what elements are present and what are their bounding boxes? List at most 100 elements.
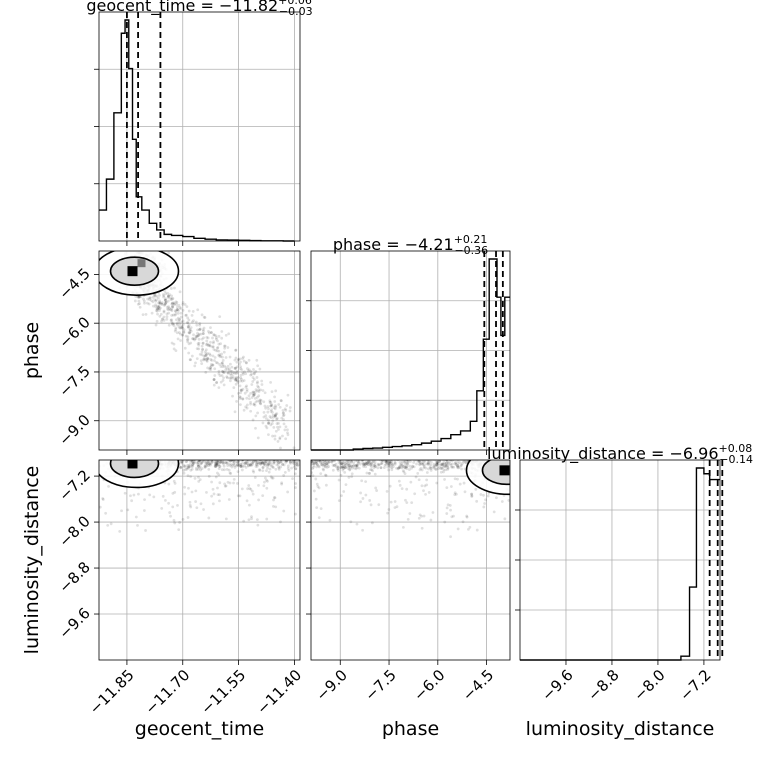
scatter-phase_vs_geocent_time-point [271, 411, 274, 414]
scatter-phase_vs_geocent_time-point [181, 323, 185, 326]
scatter-phase_vs_geocent_time-point [138, 305, 142, 309]
scatter-luminosity_distance_vs_geocent_time-point [219, 460, 223, 464]
scatter-phase_vs_geocent_time-point [224, 356, 228, 359]
scatter-luminosity_distance_vs_geocent_time-point [190, 467, 194, 471]
scatter-phase_vs_geocent_time-point [200, 362, 204, 365]
scatter-phase_vs_geocent_time-point [277, 428, 280, 431]
scatter-luminosity_distance_vs_geocent_time-point [274, 467, 278, 471]
scatter-luminosity_distance_vs_geocent_time-point [167, 482, 171, 486]
scatter-phase_vs_geocent_time-point [238, 362, 241, 366]
scatter-luminosity_distance_vs_phase-point [386, 462, 389, 466]
scatter-phase_vs_geocent_time-point [139, 295, 143, 299]
scatter-luminosity_distance_vs_phase-point [365, 462, 369, 466]
scatter-phase_vs_geocent_time-point [155, 294, 159, 298]
scatter-luminosity_distance_vs_geocent_time-point [184, 457, 187, 460]
scatter-luminosity_distance_vs_geocent_time-point [179, 465, 183, 469]
scatter-phase_vs_geocent_time-point [227, 369, 231, 373]
scatter-luminosity_distance_vs_phase-point [434, 463, 438, 467]
scatter-luminosity_distance_vs_geocent_time-point [214, 465, 217, 469]
scatter-luminosity_distance_vs_geocent_time-point [255, 461, 259, 464]
scatter-luminosity_distance_vs_phase-point [387, 468, 390, 472]
scatter-luminosity_distance_vs_phase-point [321, 454, 324, 457]
scatter-phase_vs_geocent_time-point [245, 389, 249, 393]
scatter-luminosity_distance_vs_geocent_time-point [161, 456, 164, 459]
scatter-luminosity_distance_vs_phase-point [431, 511, 435, 514]
scatter-phase_vs_geocent_time-point [218, 374, 222, 378]
scatter-phase_vs_geocent_time-point [182, 330, 186, 334]
scatter-luminosity_distance_vs_phase-point [314, 462, 318, 465]
scatter-luminosity_distance_vs_phase-point [368, 461, 372, 465]
scatter-phase_vs_geocent_time-point [212, 383, 216, 387]
scatter-luminosity_distance_vs_phase-point [323, 463, 326, 467]
scatter-luminosity_distance_vs_geocent_time-point [248, 487, 252, 490]
scatter-luminosity_distance_vs_geocent_time-point [261, 461, 265, 465]
scatter-phase_vs_geocent_time-point [279, 446, 282, 450]
scatter-luminosity_distance_vs_geocent_time-point [240, 460, 244, 462]
scatter-luminosity_distance_vs_phase-point [406, 462, 410, 466]
scatter-luminosity_distance_vs_phase-point [324, 474, 328, 477]
scatter-phase_vs_geocent_time-point [164, 297, 168, 301]
scatter-luminosity_distance_vs_phase-point [385, 460, 388, 462]
scatter-phase_vs_geocent_time-point [148, 298, 151, 301]
scatter-luminosity_distance_vs_phase-point [441, 454, 444, 457]
scatter-phase_vs_geocent_time-point [215, 349, 219, 353]
scatter-luminosity_distance_vs_phase-point [402, 470, 406, 474]
scatter-phase_vs_geocent_time-point [272, 406, 276, 410]
scatter-luminosity_distance_vs_geocent_time-point [286, 464, 290, 468]
scatter-luminosity_distance_vs_geocent_time-point [223, 457, 226, 460]
scatter-luminosity_distance_vs_phase-point [339, 462, 342, 466]
scatter-luminosity_distance_vs_geocent_time-point [289, 461, 292, 465]
scatter-luminosity_distance_vs_phase-point [420, 526, 424, 530]
scatter-phase_vs_geocent_time-point [260, 379, 264, 383]
scatter-luminosity_distance_vs_geocent_time-point [208, 462, 212, 466]
scatter-luminosity_distance_vs_geocent_time-point [213, 456, 216, 459]
scatter-luminosity_distance_vs_phase-point [317, 486, 321, 490]
scatter-luminosity_distance_vs_phase-point [393, 462, 397, 466]
scatter-phase_vs_geocent_time-point [226, 367, 230, 371]
scatter-phase_vs_geocent_time-point [246, 367, 249, 370]
scatter-luminosity_distance_vs_phase-point [373, 456, 376, 459]
scatter-luminosity_distance_vs_geocent_time-point [254, 460, 258, 463]
scatter-luminosity_distance_vs_phase-point [312, 460, 316, 464]
scatter-phase_vs_geocent_time-point [237, 358, 241, 361]
scatter-luminosity_distance_vs_phase-point [419, 467, 423, 470]
scatter-luminosity_distance_vs_phase-point [393, 506, 397, 510]
scatter-luminosity_distance_vs_phase-point [346, 464, 350, 467]
scatter-luminosity_distance_vs_phase-point [454, 460, 457, 464]
scatter-phase_vs_geocent_time-point [164, 299, 168, 302]
scatter-luminosity_distance_vs_phase-point [338, 460, 341, 462]
scatter-phase_vs_geocent_time-point [188, 330, 192, 334]
scatter-luminosity_distance_vs_geocent_time-point [236, 461, 240, 465]
scatter-luminosity_distance_vs_phase-point [459, 457, 462, 460]
scatter-phase_vs_geocent_time-point [200, 313, 204, 317]
scatter-luminosity_distance_vs_phase-point [409, 460, 412, 463]
scatter-luminosity_distance_vs_geocent_time-point [101, 497, 105, 500]
scatter-luminosity_distance_vs_geocent_time-point [265, 462, 269, 465]
scatter-luminosity_distance_vs_phase-point [311, 462, 315, 465]
scatter-luminosity_distance_vs_phase-point [427, 491, 431, 494]
scatter-luminosity_distance_vs_phase-point [377, 503, 381, 507]
scatter-phase_vs_geocent_time-point [240, 368, 244, 372]
scatter-luminosity_distance_vs_geocent_time-point [196, 464, 200, 468]
scatter-phase_vs_geocent_time-point [176, 337, 180, 341]
scatter-luminosity_distance_vs_phase-point [371, 460, 375, 464]
scatter-luminosity_distance_vs_geocent_time-point [243, 461, 247, 465]
scatter-luminosity_distance_vs_geocent_time-point [252, 460, 255, 464]
scatter-phase_vs_geocent_time-point [146, 297, 150, 301]
scatter-phase_vs_geocent_time-point [228, 367, 231, 371]
scatter-phase_vs_geocent_time-point [175, 318, 178, 322]
scatter-phase_vs_geocent_time-point [169, 308, 172, 311]
scatter-phase_vs_geocent_time-point [219, 380, 223, 384]
scatter-luminosity_distance_vs_phase-point [440, 466, 444, 470]
scatter-luminosity_distance_vs_geocent_time-point [282, 463, 286, 467]
scatter-phase_vs_geocent_time-point [216, 361, 219, 365]
scatter-luminosity_distance_vs_phase-point [333, 460, 337, 463]
scatter-luminosity_distance_vs_geocent_time-points [99, 456, 300, 533]
scatter-luminosity_distance_vs_geocent_time-point [200, 461, 204, 465]
scatter-luminosity_distance_vs_geocent_time-point [213, 463, 217, 467]
scatter-luminosity_distance_vs_phase-point [453, 493, 457, 497]
scatter-phase_vs_geocent_time-point [217, 369, 221, 373]
scatter-luminosity_distance_vs_geocent_time-point [172, 456, 175, 459]
scatter-phase_vs_geocent_time-point [216, 346, 219, 350]
scatter-phase_vs_geocent_time-point [178, 326, 182, 330]
